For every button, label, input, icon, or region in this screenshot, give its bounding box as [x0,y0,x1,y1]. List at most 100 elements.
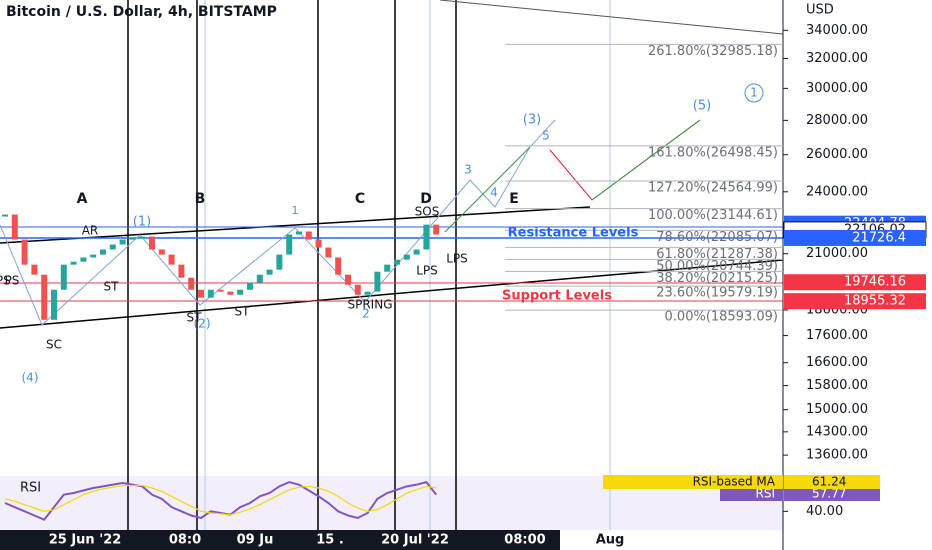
fib-label: 38.20%(20215.25) [656,271,778,286]
candle [90,254,97,258]
candle [335,257,342,275]
fib-label: 100.00%(23144.61) [648,208,778,223]
rsi-name-tag [603,475,783,489]
annotation: Support Levels [502,289,612,304]
candle [168,254,175,265]
y-tick-label: 17600.00 [806,328,868,343]
projection-up [591,119,701,201]
annotation: ST [235,305,251,319]
y-axis-label: USD [806,3,834,18]
candle [384,264,391,272]
rsi-value-tag [784,487,880,501]
annotation: C [355,191,365,207]
price-tag [784,293,926,310]
x-tick-label: 15 . [316,533,344,548]
candle [374,271,381,292]
annotation: 5 [542,129,550,143]
fib-label: 61.80%(21287.38) [656,247,778,262]
price-tag-label: 19746.16 [844,275,906,290]
annotation: Resistance Levels [508,226,639,241]
y-tick-label: 32000.00 [806,51,868,66]
fib-label: 50.00%(20744.39) [656,259,778,274]
candle [394,259,400,265]
y-tick-label: 26000.00 [806,147,868,162]
wave-circle [744,83,764,103]
candle [354,284,361,295]
candle [21,239,28,265]
vertical-lines [127,0,611,530]
annotation: AR [82,224,99,238]
annotation: LPS [416,264,438,278]
x-tick-label: 20 Jul '22 [381,533,449,548]
candle [286,234,293,255]
annotation: A [77,191,88,207]
rsi-name: RSI-based MA [693,475,776,489]
candle [413,249,420,255]
candle [31,264,38,275]
candle [217,289,224,292]
candle [256,274,263,283]
candle [158,249,165,255]
wave-path [0,119,556,326]
candle [149,236,155,250]
annotation: 1 [292,204,299,217]
candle [11,214,18,240]
x-tick-label: 09 Ju [237,533,274,548]
y-tick-label: 30000.00 [806,81,868,96]
channel-top [0,206,591,244]
rsi-value-tag [784,475,880,489]
time-axis-bar [0,530,560,550]
candle [276,254,283,270]
annotation: ST [104,280,120,294]
rsi-value: 57.77 [812,487,846,501]
price-tag [784,274,926,291]
y-tick-label: 16600.00 [806,355,868,370]
annotation: LPS [0,274,11,288]
annotation: D [420,191,432,207]
candle [109,244,116,250]
annotation: (4) [22,371,39,385]
rsi-name: RSI [756,487,776,501]
candle [129,237,136,240]
annotation: (5) [693,99,711,114]
y-tick-label: 15800.00 [806,378,868,393]
x-tick-label: 25 Jun '22 [49,533,122,548]
y-tick-label: 28000.00 [806,113,868,128]
x-tick-label: 08:00 [504,533,545,548]
candle [139,236,146,239]
x-tick-label: Aug [596,533,625,548]
annotation: (3) [523,113,541,128]
annotation: SPRING [347,298,392,312]
chart-title: Bitcoin / U.S. Dollar, 4h, BITSTAMP [6,4,277,20]
fib-label: 127.20%(24564.99) [648,181,778,196]
candle [325,247,332,258]
candle [305,231,312,240]
fib-label: 161.80%(26498.45) [648,145,778,160]
annotation: 3 [464,163,472,177]
y-tick-label: 14300.00 [806,424,868,439]
annotation: 4 [490,186,498,200]
fib-label: 23.60%(19579.19) [656,286,778,301]
candle [41,274,48,320]
annotation: 1 [750,86,758,100]
annotation: LPS [446,252,468,266]
candle [315,239,322,248]
candle [188,277,195,290]
candle [70,261,77,265]
x-tick-label: 08:0 [169,533,201,548]
candle [207,289,214,298]
candle [2,214,8,217]
y-tick-label: 21000.00 [806,246,868,261]
candle [60,264,67,290]
candle [198,289,204,298]
candle [51,289,57,320]
price-tag-label: 21726.4 [852,230,906,245]
candle [423,224,430,250]
y-tick-label: 34000.00 [806,23,868,38]
annotation: ST [187,311,203,325]
candle [80,257,87,262]
rsi-line [4,481,437,521]
